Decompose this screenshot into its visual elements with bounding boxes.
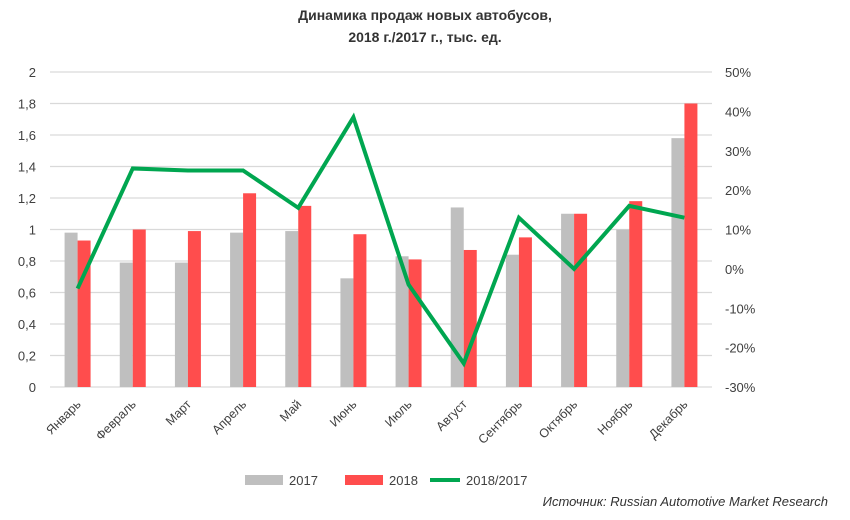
category-label: Август [433, 397, 470, 434]
left-tick-label: 1 [29, 223, 36, 238]
bar-2017 [285, 231, 299, 387]
bar-2017 [505, 254, 519, 387]
right-tick-label: -10% [725, 301, 756, 316]
bar-2017 [450, 207, 464, 387]
bar-2017 [340, 278, 354, 387]
legend-label: 2018 [389, 473, 418, 488]
bar-2018 [298, 205, 312, 387]
chart-title: Динамика продаж новых автобусов, [298, 7, 552, 23]
bar-2017 [561, 213, 575, 387]
bar-2018 [132, 229, 146, 387]
legend-label: 2018/2017 [466, 473, 527, 488]
category-label: Декабрь [646, 397, 690, 441]
bar-2017 [174, 262, 188, 387]
left-tick-label: 1,8 [18, 97, 36, 112]
left-tick-label: 2 [29, 65, 36, 80]
category-label: Июль [382, 397, 414, 429]
left-tick-label: 1,2 [18, 191, 36, 206]
right-tick-label: -30% [725, 380, 756, 395]
ratio-line [75, 112, 685, 368]
bar-2017 [671, 138, 685, 387]
category-label: Сентябрь [476, 397, 525, 446]
category-label: Ноябрь [595, 397, 636, 438]
bar-2018 [574, 213, 588, 387]
bar-2018 [243, 193, 257, 387]
category-label: Февраль [93, 397, 139, 443]
bar-2018 [353, 234, 367, 387]
legend-swatch-2018 [345, 475, 383, 485]
left-tick-label: 1,6 [18, 128, 36, 143]
right-tick-label: 40% [725, 104, 751, 119]
legend-label: 2017 [289, 473, 318, 488]
right-tick-label: 30% [725, 144, 751, 159]
bar-2018 [187, 231, 201, 387]
right-tick-label: 50% [725, 65, 751, 80]
bar-2017 [230, 232, 244, 387]
category-label: Октябрь [536, 397, 580, 441]
bar-2017 [616, 229, 630, 387]
bar-2017 [119, 262, 133, 387]
bar-2017 [395, 256, 409, 387]
right-tick-label: 0% [725, 262, 744, 277]
category-label: Март [163, 397, 194, 428]
left-tick-label: 0 [29, 380, 36, 395]
category-label: Январь [43, 397, 83, 437]
chart-subtitle: 2018 г./2017 г., тыс. ед. [348, 29, 502, 45]
left-tick-label: 0,4 [18, 317, 36, 332]
bar-2018 [518, 237, 532, 387]
bar-2018 [408, 259, 422, 387]
bar-2018 [463, 249, 477, 387]
bar-2017 [64, 232, 78, 387]
right-tick-label: 20% [725, 183, 751, 198]
bar-2018 [684, 103, 698, 387]
category-label: Май [277, 397, 304, 424]
right-tick-label: 10% [725, 223, 751, 238]
category-label: Июнь [327, 397, 359, 429]
legend-swatch-2017 [245, 475, 283, 485]
source-note: Источник: Russian Automotive Market Rese… [542, 494, 828, 509]
bar-2018 [629, 201, 643, 387]
right-tick-label: -20% [725, 341, 756, 356]
left-tick-label: 0,8 [18, 254, 36, 269]
left-tick-label: 0,6 [18, 286, 36, 301]
category-label: Апрель [209, 397, 249, 437]
left-tick-label: 1,4 [18, 160, 36, 175]
left-tick-label: 0,2 [18, 349, 36, 364]
